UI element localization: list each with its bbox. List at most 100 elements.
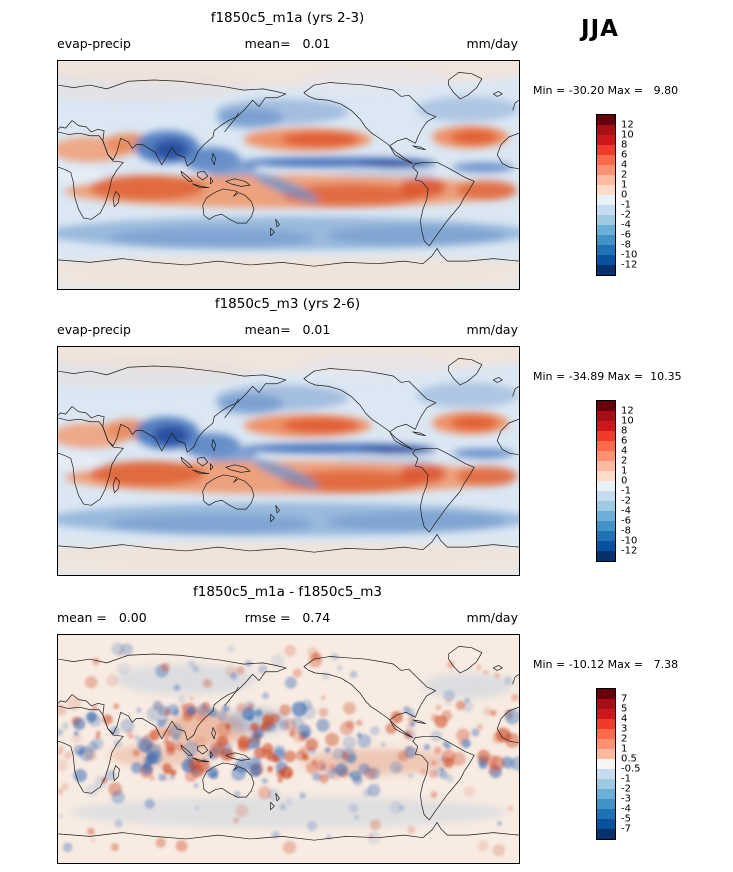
colorbar-cell (597, 799, 615, 809)
colorbar-cell (597, 441, 615, 451)
colorbar-cell (597, 255, 615, 265)
field-shading (58, 61, 519, 289)
colorbar-cell (597, 789, 615, 799)
colorbar-tick-label: -7 (621, 823, 631, 835)
world-map-difference (57, 634, 520, 864)
colorbar-cell (597, 531, 615, 541)
units-label: mm/day (466, 36, 518, 51)
colorbar-tick-label: 2 (621, 169, 628, 181)
colorbar-tick-label: -1 (621, 773, 631, 785)
colorbar-tick-label: 6 (621, 435, 628, 447)
colorbar-tick-label: 2 (621, 455, 628, 467)
colorbar-cell (597, 245, 615, 255)
colorbar-tick-label: -2 (621, 783, 631, 795)
mean-label: mean = 0.00 (57, 610, 147, 625)
colorbar-cell (597, 225, 615, 235)
colorbar-bar (596, 400, 616, 562)
colorbar-tick-label: -1 (621, 485, 631, 497)
colorbar-tick-label: 12 (621, 405, 634, 417)
colorbar-cell (597, 511, 615, 521)
colorbar-bar (596, 114, 616, 276)
colorbar-tick-label: -6 (621, 515, 631, 527)
panel-case2: f1850c5_m3 (yrs 2-6) evap-precip mean= 0… (0, 288, 733, 576)
colorbar-cell (597, 135, 615, 145)
colorbar-tick-label: 1 (621, 179, 628, 191)
colorbar-cell (597, 175, 615, 185)
stats-row: mean = 0.00 rmse = 0.74 mm/day (57, 610, 518, 626)
colorbar-tick-label: 1 (621, 743, 628, 755)
mean-label: mean= 0.01 (244, 322, 331, 337)
colorbar-cell (597, 491, 615, 501)
colorbar-tick-label: 0 (621, 189, 628, 201)
colorbar-cell (597, 481, 615, 491)
units-label: mm/day (466, 322, 518, 337)
colorbar-tick-label: 4 (621, 445, 628, 457)
colorbar-tick-label: 5 (621, 703, 628, 715)
colorbar-tick-label: 8 (621, 425, 628, 437)
season-label: JJA (581, 16, 619, 42)
colorbar-tick-label: -0.5 (621, 763, 641, 775)
colorbar-tick-label: -1 (621, 199, 631, 211)
panel-difference: f1850c5_m1a - f1850c5_m3 mean = 0.00 rms… (0, 576, 733, 864)
colorbar-cell (597, 265, 615, 275)
colorbar-cell (597, 165, 615, 175)
coastlines (58, 72, 519, 267)
rmse-label: rmse = 0.74 (244, 610, 331, 625)
colorbar-cell (597, 205, 615, 215)
colorbar-cell (597, 215, 615, 225)
units-label: mm/day (466, 610, 518, 625)
colorbar-tick-label: 0.5 (621, 753, 637, 765)
colorbar-tick-label: -10 (621, 535, 638, 547)
colorbar-tick-label: -10 (621, 249, 638, 261)
colorbar-cell (597, 699, 615, 709)
variable-label: evap-precip (57, 36, 131, 51)
colorbar-tick-label: -4 (621, 505, 631, 517)
colorbar-tick-label: 4 (621, 159, 628, 171)
colorbar-cell (597, 749, 615, 759)
colorbar-cell (597, 431, 615, 441)
difference-speckle (58, 642, 519, 857)
world-map-case1 (57, 60, 520, 290)
colorbar-cell (597, 235, 615, 245)
coastlines (58, 646, 519, 841)
coastlines (58, 358, 519, 553)
stats-row: evap-precip mean= 0.01 mm/day (57, 36, 518, 52)
panel-title: f1850c5_m1a (yrs 2-3) (210, 10, 365, 26)
colorbar-cell (597, 125, 615, 135)
colorbar-tick-label: 3 (621, 723, 628, 735)
colorbar-cell (597, 769, 615, 779)
colorbar-tick-label: 12 (621, 119, 634, 131)
colorbar-cell (597, 401, 615, 411)
colorbar-tick-label: -12 (621, 545, 638, 557)
colorbar-tick-label: 4 (621, 713, 628, 725)
colorbar-tick-label: -2 (621, 209, 631, 221)
mean-label: mean= 0.01 (244, 36, 331, 51)
colorbar-cell (597, 195, 615, 205)
world-map-case2 (57, 346, 520, 576)
colorbar-cell (597, 501, 615, 511)
minmax-label: Min = -10.12 Max = 7.38 (533, 658, 679, 671)
colorbar-cell (597, 689, 615, 699)
colorbar-cell (597, 541, 615, 551)
colorbar-cell (597, 421, 615, 431)
field-shading (58, 347, 519, 575)
colorbar-cell (597, 521, 615, 531)
colorbar-tick-label: 10 (621, 129, 634, 141)
colorbar-tick-label: 6 (621, 149, 628, 161)
variable-label: evap-precip (57, 322, 131, 337)
colorbar-tick-label: -6 (621, 229, 631, 241)
colorbar-tick-label: -8 (621, 525, 631, 537)
colorbar-cell (597, 779, 615, 789)
colorbar-cell (597, 809, 615, 819)
colorbar-cell (597, 739, 615, 749)
colorbar-cell (597, 115, 615, 125)
minmax-label: Min = -34.89 Max = 10.35 (533, 370, 682, 383)
colorbar-tick-label: 7 (621, 693, 628, 705)
colorbar-cell (597, 451, 615, 461)
colorbar-cell (597, 759, 615, 769)
colorbar-cell (597, 411, 615, 421)
minmax-label: Min = -30.20 Max = 9.80 (533, 84, 679, 97)
colorbar-tick-label: -8 (621, 239, 631, 251)
colorbar-cell (597, 829, 615, 839)
